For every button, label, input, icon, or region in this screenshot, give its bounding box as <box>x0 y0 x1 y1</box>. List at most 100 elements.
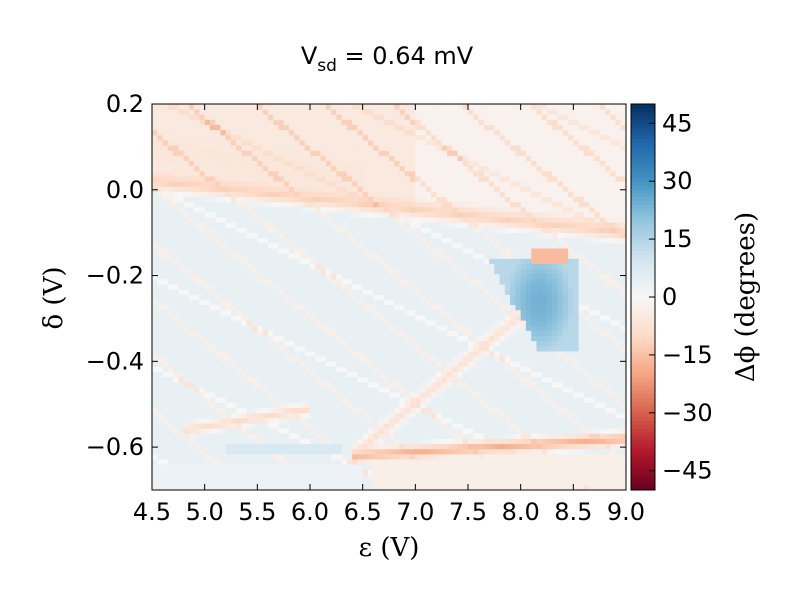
heatmap-cell <box>178 453 184 460</box>
heatmap-cell <box>362 361 369 367</box>
heatmap-cell <box>262 119 269 125</box>
heatmap-cell <box>167 325 174 331</box>
heatmap-cell <box>399 134 406 141</box>
heatmap-cell <box>310 315 316 321</box>
heatmap-cell <box>188 212 195 218</box>
heatmap-cell <box>310 155 316 162</box>
heatmap-cell <box>410 170 416 177</box>
heatmap-cell <box>315 371 321 378</box>
heatmap-cell <box>425 124 432 131</box>
heatmap-cell <box>236 381 242 388</box>
heatmap-cell <box>383 212 390 218</box>
heatmap-cell <box>199 433 206 439</box>
heatmap-cell <box>194 289 200 295</box>
heatmap-cell <box>209 273 216 280</box>
heatmap-cell <box>288 160 295 167</box>
heatmap-cell <box>325 356 332 362</box>
heatmap-cell <box>352 134 358 141</box>
heatmap-cell <box>294 325 300 331</box>
heatmap-cell <box>378 428 385 434</box>
heatmap-cell <box>420 124 427 131</box>
heatmap-cell <box>425 201 432 208</box>
heatmap-cell <box>383 299 390 306</box>
heatmap-cell <box>225 469 232 475</box>
heatmap-cell <box>415 237 421 244</box>
heatmap-cell <box>278 170 285 177</box>
heatmap-cell <box>425 170 432 177</box>
heatmap-cell <box>320 412 327 419</box>
heatmap-cell <box>357 315 364 321</box>
heatmap-cell <box>389 376 395 383</box>
heatmap-cell <box>452 109 458 115</box>
heatmap-cell <box>246 212 253 218</box>
heatmap-cell <box>231 165 237 172</box>
heatmap-cell <box>194 176 200 182</box>
heatmap-cell <box>257 253 263 259</box>
heatmap-cell <box>431 407 437 414</box>
heatmap-cell <box>452 474 458 481</box>
heatmap-cell <box>162 278 169 285</box>
heatmap-cell <box>188 294 195 300</box>
heatmap-cell <box>436 140 443 146</box>
heatmap-cell <box>294 315 300 321</box>
heatmap-cell <box>304 345 311 352</box>
heatmap-cell <box>431 392 437 398</box>
heatmap-cell <box>257 140 263 146</box>
heatmap-cell <box>357 345 364 352</box>
heatmap-cell <box>446 417 453 424</box>
heatmap-cell <box>389 417 395 424</box>
heatmap-cell <box>425 227 432 234</box>
heatmap-cell <box>383 397 390 403</box>
heatmap-cell <box>209 104 216 110</box>
heatmap-cell <box>404 268 411 275</box>
heatmap-cell <box>399 181 406 187</box>
heatmap-cell <box>394 309 400 316</box>
heatmap-cell <box>194 397 200 403</box>
heatmap-cell <box>262 412 269 419</box>
heatmap-cell <box>267 227 274 234</box>
heatmap-cell <box>215 335 221 342</box>
heatmap-cell <box>425 459 432 465</box>
heatmap-cell <box>394 263 400 270</box>
heatmap-cell <box>310 433 316 439</box>
heatmap-cell <box>436 299 443 306</box>
heatmap-cell <box>336 397 342 403</box>
heatmap-cell <box>415 212 421 218</box>
heatmap-cell <box>241 320 248 326</box>
heatmap-cell <box>162 104 169 110</box>
heatmap-cell <box>441 304 448 311</box>
heatmap-cell <box>257 289 263 295</box>
heatmap-cell <box>252 340 258 347</box>
heatmap-cell <box>299 119 306 125</box>
heatmap-cell <box>220 289 227 295</box>
heatmap-cell <box>441 237 448 244</box>
heatmap-cell <box>462 469 469 475</box>
heatmap-cell <box>410 124 416 131</box>
heatmap-cell <box>152 119 158 125</box>
heatmap-cell <box>346 129 353 136</box>
heatmap-cell <box>157 227 163 234</box>
heatmap-cell <box>215 248 221 254</box>
heatmap-cell <box>346 155 353 162</box>
heatmap-cell <box>378 351 385 357</box>
heatmap-cell <box>420 376 427 383</box>
heatmap-cell <box>173 459 179 465</box>
heatmap-cell <box>494 119 500 125</box>
heatmap-cell <box>178 371 184 378</box>
heatmap-cell <box>209 299 216 306</box>
heatmap-cell <box>162 371 169 378</box>
heatmap-cell <box>157 294 163 300</box>
heatmap-cell <box>483 278 490 285</box>
heatmap-cell <box>362 186 369 192</box>
heatmap-cell <box>304 258 311 264</box>
heatmap-cell <box>462 248 469 254</box>
heatmap-cell <box>209 196 216 203</box>
heatmap-cell <box>183 479 190 486</box>
heatmap-cell <box>273 381 279 388</box>
heatmap-cell <box>294 423 300 429</box>
heatmap-cell <box>389 387 395 393</box>
heatmap-cell <box>457 263 464 270</box>
heatmap-cell <box>183 170 190 177</box>
heatmap-cell <box>415 407 421 414</box>
heatmap-cell <box>494 335 500 342</box>
